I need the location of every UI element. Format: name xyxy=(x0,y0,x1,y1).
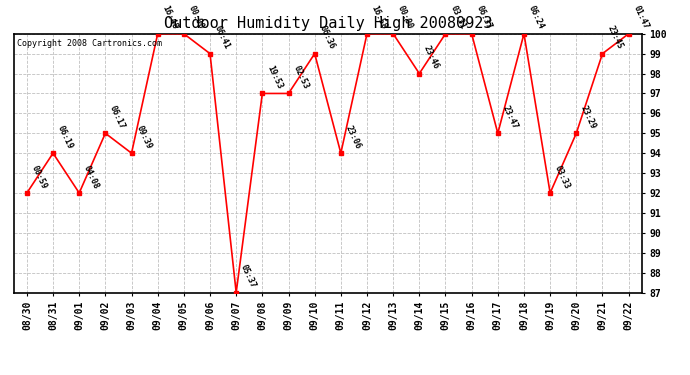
Text: 05:37: 05:37 xyxy=(239,263,257,290)
Text: 06:37: 06:37 xyxy=(475,4,493,31)
Text: 06:36: 06:36 xyxy=(317,24,336,51)
Text: 00:00: 00:00 xyxy=(396,4,415,31)
Text: 04:08: 04:08 xyxy=(82,164,101,190)
Text: 09:39: 09:39 xyxy=(135,124,153,150)
Text: 23:45: 23:45 xyxy=(605,24,624,51)
Text: 06:19: 06:19 xyxy=(56,124,75,150)
Text: 06:41: 06:41 xyxy=(213,24,232,51)
Text: 06:24: 06:24 xyxy=(526,4,546,31)
Text: 23:46: 23:46 xyxy=(422,44,441,71)
Text: 19:53: 19:53 xyxy=(265,64,284,91)
Text: 00:00: 00:00 xyxy=(186,4,206,31)
Text: 01:47: 01:47 xyxy=(631,4,650,31)
Text: 16:58: 16:58 xyxy=(370,4,388,31)
Text: 23:29: 23:29 xyxy=(579,104,598,130)
Text: Copyright 2008 Cartronics.com: Copyright 2008 Cartronics.com xyxy=(17,39,162,48)
Text: 23:06: 23:06 xyxy=(344,124,362,150)
Title: Outdoor Humidity Daily High 20080923: Outdoor Humidity Daily High 20080923 xyxy=(164,16,492,31)
Text: 06:17: 06:17 xyxy=(108,104,127,130)
Text: 03:33: 03:33 xyxy=(553,164,571,190)
Text: 03:31: 03:31 xyxy=(448,4,467,31)
Text: 16:48: 16:48 xyxy=(161,4,179,31)
Text: 02:53: 02:53 xyxy=(291,64,310,91)
Text: 23:47: 23:47 xyxy=(500,104,520,130)
Text: 00:59: 00:59 xyxy=(30,164,48,190)
